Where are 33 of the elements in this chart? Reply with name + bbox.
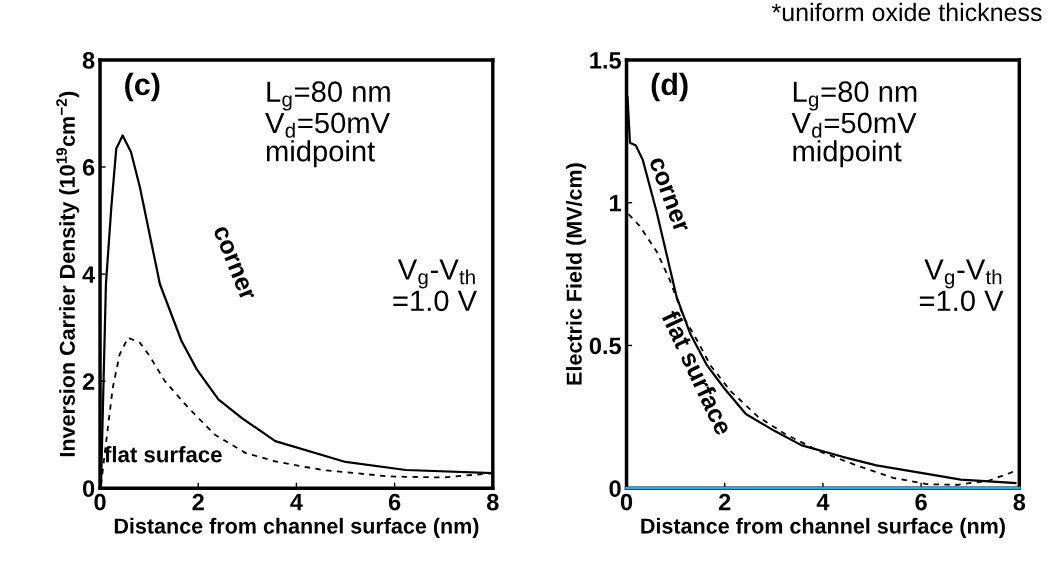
annotation: (c) — [125, 72, 160, 102]
x-tick-label: 6 — [915, 493, 927, 511]
x-tick-label: 4 — [290, 493, 303, 511]
y-tick-label: 1 — [610, 195, 622, 212]
x-tick-label: 0 — [94, 493, 106, 511]
text: corner — [212, 225, 255, 302]
annotation: V$_{g}$-V$_{th}$ =1.0 V — [393, 259, 477, 312]
x-tick-label: 2 — [192, 493, 204, 511]
y-tick-label: 2 — [82, 373, 95, 390]
annotation: L$_{g}$=80 nm V$_{d}$=50mV midpoint — [791, 81, 917, 168]
x-tick-label: 0 — [620, 493, 633, 511]
x-axis-title: Distance from channel surface (nm) — [641, 517, 1005, 538]
x-tick-label: 4 — [816, 493, 830, 511]
series-label: flat surface — [104, 446, 222, 463]
annotation: V$_{g}$-V$_{th}$ =1.0 V — [919, 259, 1004, 312]
x-tick-label: 8 — [1013, 493, 1026, 511]
x-tick-label: 6 — [388, 493, 401, 511]
y-tick-label: 0 — [609, 480, 621, 497]
y-axis-title: Electric Field (MV/cm) — [566, 163, 587, 385]
y-tick-label: 1.5 — [590, 52, 622, 69]
annotation: (d) — [651, 72, 688, 102]
x-tick-label: 8 — [486, 493, 499, 511]
y-tick-label: 0.5 — [589, 337, 622, 355]
x-tick-label: 2 — [718, 493, 731, 511]
text: corner — [648, 156, 688, 234]
annotation: L$_{g}$=80 nm V$_{d}$=50mV midpoint — [265, 81, 390, 168]
x-axis-title: Distance from channel surface (nm) — [114, 517, 479, 538]
text: *uniform oxide thickness — [771, 2, 1042, 22]
y-tick-label: 6 — [82, 159, 95, 176]
y-tick-label: 4 — [82, 266, 96, 283]
y-tick-label: 8 — [82, 52, 95, 69]
y-axis-title: Inversion Carrier Density (10$^{19}$cm$^{−2}$) — [56, 91, 80, 457]
y-tick-label: 0 — [82, 480, 95, 497]
